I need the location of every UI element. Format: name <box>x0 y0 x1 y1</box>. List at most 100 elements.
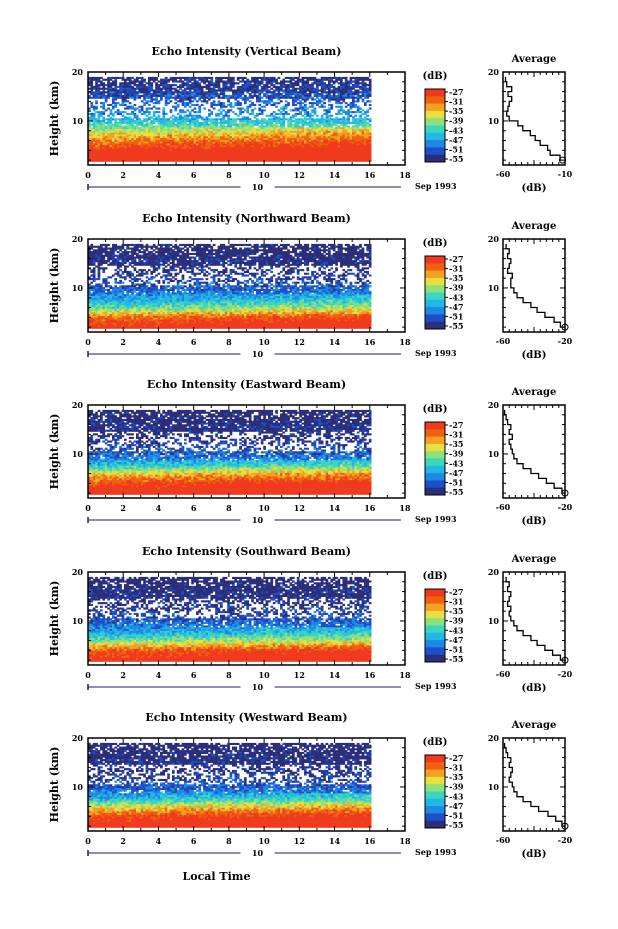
heatmap-cell <box>114 89 118 92</box>
heatmap-cell <box>109 159 113 162</box>
heatmap-cell <box>92 134 96 137</box>
heatmap-cell <box>128 143 132 146</box>
heatmap-cell <box>296 121 300 124</box>
heatmap-cell <box>232 143 235 146</box>
heatmap-cell <box>356 136 360 139</box>
heatmap-cell <box>136 94 139 97</box>
heatmap-cell <box>335 147 338 150</box>
heatmap-cell <box>282 157 286 160</box>
heatmap-cell <box>325 154 329 157</box>
heatmap-cell <box>227 127 230 130</box>
heatmap-cell <box>316 139 319 142</box>
heatmap-cell <box>169 143 173 146</box>
heatmap-cell <box>215 129 218 132</box>
heatmap-cell <box>318 130 322 133</box>
heatmap-cell <box>236 145 240 148</box>
heatmap-cell <box>320 157 324 160</box>
heatmap-cell <box>152 159 156 162</box>
heatmap-cell <box>270 87 274 90</box>
heatmap-cell <box>157 93 161 96</box>
heatmap-cell <box>368 84 372 87</box>
heatmap-cell <box>330 147 334 150</box>
heatmap-cell <box>354 96 358 99</box>
heatmap-cell <box>140 152 144 155</box>
heatmap-cell <box>260 85 264 88</box>
heatmap-cell <box>244 76 247 79</box>
heatmap-cell <box>145 91 149 94</box>
heatmap-cell <box>90 138 94 141</box>
heatmap-cell <box>284 129 288 132</box>
heatmap-cell <box>356 96 360 99</box>
heatmap-cell <box>253 157 257 160</box>
heatmap-cell <box>164 249 168 252</box>
heatmap-cell <box>289 132 293 135</box>
heatmap-cell <box>136 136 139 139</box>
heatmap-cell <box>342 139 346 142</box>
heatmap-cell <box>349 247 353 250</box>
heatmap-cell <box>248 93 252 96</box>
heatmap-cell <box>248 147 252 150</box>
heatmap-cell <box>313 145 317 148</box>
heatmap-cell <box>126 156 130 159</box>
heatmap-cell <box>349 91 353 94</box>
heatmap-cell <box>359 159 362 162</box>
heatmap-cell <box>133 89 137 92</box>
heatmap-cell <box>191 152 194 155</box>
heatmap-cell <box>287 85 290 88</box>
heatmap-cell <box>246 91 250 94</box>
heatmap-cell <box>248 87 252 90</box>
heatmap-cell <box>162 143 166 146</box>
heatmap-cell <box>251 89 254 92</box>
heatmap-cell <box>124 98 127 101</box>
heatmap-cell <box>191 116 194 119</box>
heatmap-cell <box>157 159 161 162</box>
heatmap-cell <box>217 148 221 151</box>
heatmap-cell <box>112 139 115 142</box>
heatmap-cell <box>313 154 317 157</box>
heatmap-cell <box>102 130 106 133</box>
heatmap-cell <box>248 84 252 87</box>
heatmap-cell <box>208 141 211 144</box>
heatmap-cell <box>215 120 218 123</box>
heatmap-cell <box>251 87 254 90</box>
heatmap-cell <box>354 157 358 160</box>
heatmap-cell <box>102 112 106 115</box>
heatmap-cell <box>361 112 365 115</box>
heatmap-cell <box>304 80 307 83</box>
heatmap-cell <box>188 91 192 94</box>
panel-2: Echo Intensity (Northward Beam)0 2 4 6 8 10 12… <box>48 212 573 361</box>
heatmap-cell <box>116 125 120 128</box>
heatmap-cell <box>97 247 101 250</box>
heatmap-cell <box>136 127 139 130</box>
heatmap-cell <box>248 125 252 128</box>
heatmap-cell <box>205 120 209 123</box>
heatmap-cell <box>145 114 149 117</box>
heatmap-cell <box>352 154 355 157</box>
heatmap-cell <box>104 136 108 139</box>
heatmap-cell <box>366 152 370 155</box>
heatmap-cell <box>356 134 360 137</box>
heatmap-cell <box>275 148 278 151</box>
heatmap-cell <box>352 120 355 123</box>
heatmap-cell <box>92 143 96 146</box>
heatmap-cell <box>236 136 240 139</box>
heatmap-cell <box>133 109 137 112</box>
heatmap-cell <box>287 102 290 105</box>
heatmap-cell <box>325 150 329 153</box>
heatmap-cell <box>349 93 353 96</box>
heatmap-cell <box>140 94 144 97</box>
heatmap-cell <box>188 130 192 133</box>
heatmap-cell <box>270 157 274 160</box>
heatmap-cell <box>232 111 235 114</box>
heatmap-cell <box>335 118 338 121</box>
colorbar-swatch <box>425 91 445 95</box>
heatmap-cell <box>342 91 346 94</box>
heatmap-cell <box>236 87 240 90</box>
heatmap-cell <box>296 87 300 90</box>
heatmap-cell <box>109 125 113 128</box>
heatmap-cell <box>342 150 346 153</box>
heatmap-cell <box>193 107 197 110</box>
colorbar-swatch <box>425 110 445 114</box>
heatmap-cell <box>92 96 96 99</box>
heatmap-cell <box>212 147 216 150</box>
